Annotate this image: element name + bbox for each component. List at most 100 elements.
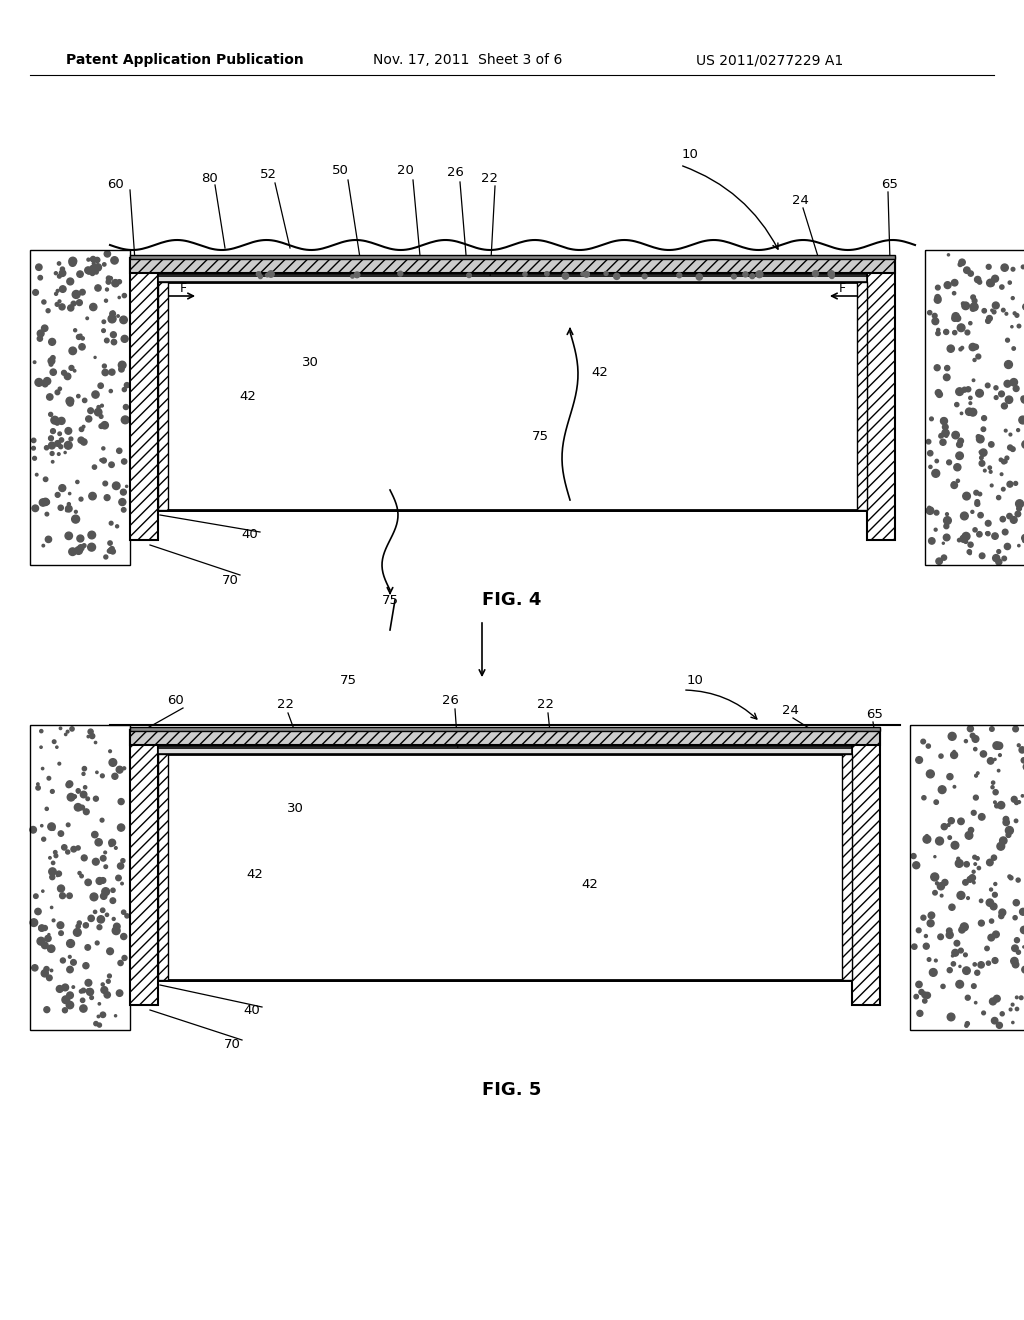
Text: 10: 10 [682, 149, 698, 161]
Bar [130, 257, 895, 273]
Circle shape [914, 994, 919, 999]
Circle shape [30, 919, 38, 927]
Circle shape [934, 364, 940, 371]
Circle shape [122, 459, 127, 465]
Circle shape [956, 479, 959, 482]
Circle shape [57, 261, 60, 265]
Circle shape [81, 855, 87, 861]
Circle shape [58, 445, 62, 449]
Circle shape [1017, 325, 1021, 327]
Circle shape [32, 965, 38, 972]
Text: 22: 22 [481, 172, 499, 185]
Circle shape [935, 389, 941, 396]
Circle shape [94, 356, 96, 359]
Circle shape [97, 405, 100, 409]
Circle shape [987, 315, 992, 321]
Circle shape [82, 425, 85, 428]
Circle shape [67, 397, 74, 405]
Circle shape [1021, 396, 1024, 403]
Circle shape [121, 933, 127, 940]
Circle shape [996, 558, 1001, 565]
Circle shape [50, 451, 54, 455]
Circle shape [97, 1015, 99, 1018]
Circle shape [94, 271, 98, 275]
Circle shape [967, 896, 970, 899]
Text: 52: 52 [259, 169, 276, 181]
Circle shape [109, 759, 117, 767]
Circle shape [101, 447, 104, 450]
Circle shape [1021, 265, 1024, 269]
Circle shape [97, 1023, 101, 1027]
Circle shape [90, 894, 98, 900]
Circle shape [55, 302, 59, 306]
Circle shape [1006, 833, 1011, 837]
Circle shape [1016, 500, 1024, 508]
Circle shape [1021, 758, 1024, 763]
Circle shape [65, 451, 67, 454]
Circle shape [117, 449, 122, 453]
Circle shape [948, 817, 954, 824]
Circle shape [1022, 441, 1024, 449]
Circle shape [972, 810, 976, 816]
Circle shape [81, 989, 86, 993]
Circle shape [1013, 312, 1016, 314]
Circle shape [56, 289, 59, 292]
Circle shape [51, 416, 58, 424]
Circle shape [957, 891, 965, 899]
Circle shape [50, 969, 53, 972]
Circle shape [45, 512, 49, 516]
Circle shape [125, 913, 129, 917]
Circle shape [90, 256, 96, 261]
Circle shape [976, 857, 979, 859]
Circle shape [919, 990, 924, 994]
Circle shape [1021, 927, 1024, 933]
Circle shape [50, 875, 55, 879]
Circle shape [121, 882, 123, 884]
Circle shape [986, 532, 990, 536]
Circle shape [979, 461, 985, 466]
Circle shape [1018, 544, 1020, 546]
Circle shape [85, 979, 92, 986]
Circle shape [613, 273, 620, 280]
Circle shape [65, 734, 67, 735]
Circle shape [67, 400, 74, 407]
Circle shape [94, 257, 99, 263]
Circle shape [912, 862, 920, 869]
Circle shape [118, 280, 122, 284]
Circle shape [922, 796, 926, 800]
Circle shape [50, 907, 53, 908]
Circle shape [975, 775, 978, 777]
Circle shape [982, 416, 986, 421]
Circle shape [58, 300, 60, 302]
Circle shape [90, 995, 93, 999]
Circle shape [1010, 379, 1018, 385]
Circle shape [930, 417, 933, 421]
Circle shape [1017, 429, 1020, 432]
Circle shape [1017, 744, 1020, 747]
Circle shape [978, 512, 983, 517]
Circle shape [117, 990, 123, 997]
Circle shape [1000, 1012, 1005, 1016]
Circle shape [109, 315, 116, 323]
Circle shape [55, 746, 58, 748]
Circle shape [81, 998, 85, 1002]
Circle shape [955, 981, 964, 989]
Circle shape [1013, 916, 1017, 920]
Circle shape [977, 772, 979, 775]
Circle shape [956, 442, 963, 447]
Circle shape [946, 932, 953, 939]
Circle shape [57, 275, 61, 279]
Circle shape [116, 767, 123, 774]
Circle shape [95, 285, 101, 292]
Circle shape [951, 954, 953, 957]
Circle shape [969, 828, 974, 833]
Circle shape [77, 789, 80, 793]
Circle shape [989, 470, 992, 474]
Circle shape [37, 337, 42, 342]
Text: 70: 70 [223, 1039, 241, 1052]
Circle shape [48, 442, 55, 449]
Circle shape [971, 511, 974, 513]
Circle shape [934, 319, 937, 322]
Circle shape [94, 264, 101, 271]
Circle shape [928, 912, 935, 919]
